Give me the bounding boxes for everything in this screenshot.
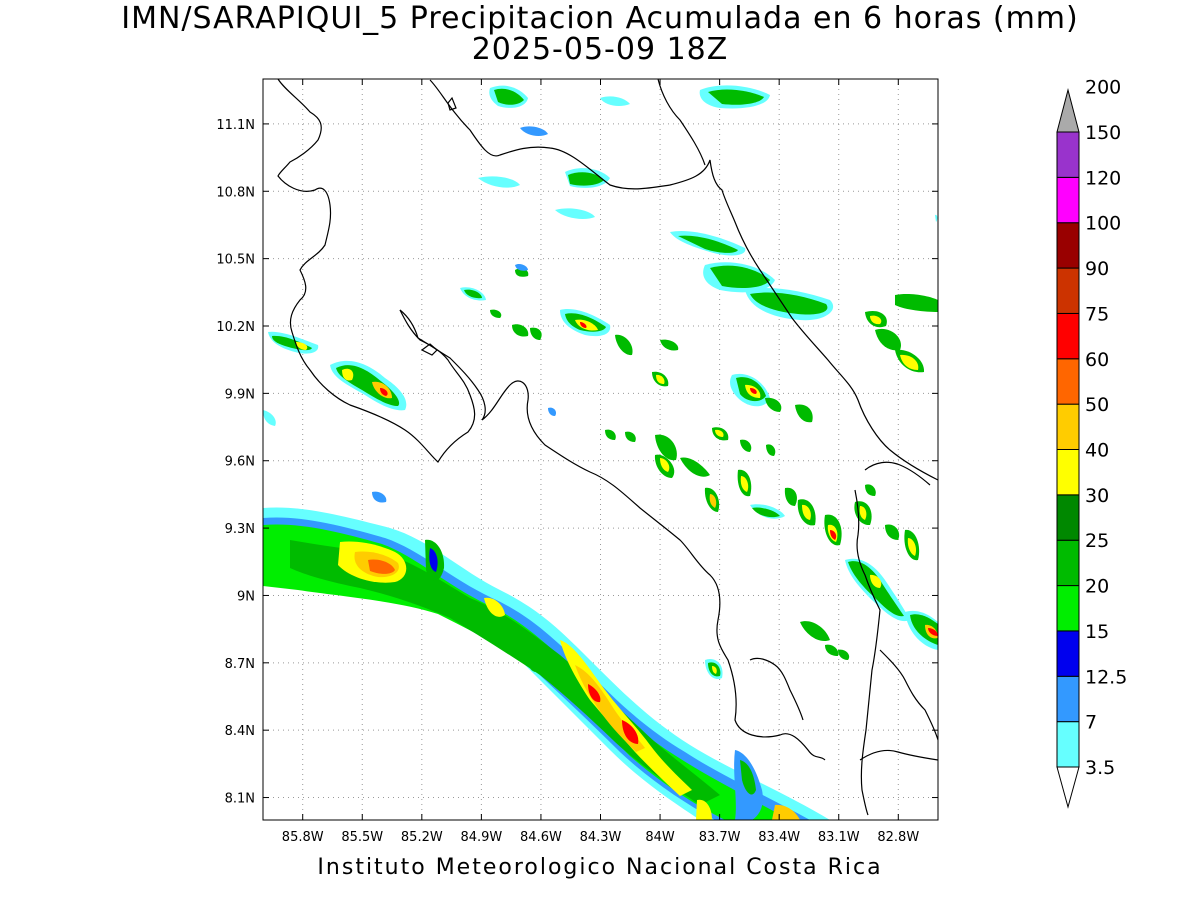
lon-tick-label: 84.3W: [580, 830, 622, 845]
map-datetime: 2025-05-09 18Z: [471, 32, 729, 67]
lat-tick-label: 9N: [237, 589, 255, 604]
lon-tick-label: 85.8W: [282, 830, 324, 845]
colorbar-swatch: [1056, 358, 1080, 405]
precipitation-colorbar: 3.5 7 12.5 15 20 25 30 40 50 60 75 90 100 120 150 200: [1056, 77, 1127, 809]
lat-tick-label: 10.8N: [216, 185, 255, 200]
colorbar-label: 60: [1085, 349, 1109, 371]
colorbar-label: 150: [1085, 122, 1121, 144]
colorbar-label: 15: [1085, 621, 1109, 643]
colorbar-swatch: [1056, 585, 1080, 632]
colorbar-label: 25: [1085, 530, 1109, 552]
lon-tick-label: 84.9W: [460, 830, 502, 845]
longitude-axis: 85.8W 85.5W 85.2W 84.9W 84.6W 84.3W 84W 83.7W 83…: [282, 79, 919, 845]
colorbar-swatch: [1056, 312, 1080, 360]
colorbar-swatch: [1056, 267, 1080, 314]
colorbar-swatch: [1056, 494, 1080, 541]
colorbar-below-min: [1056, 766, 1080, 809]
colorbar-label: 12.5: [1085, 666, 1127, 688]
lat-tick-label: 11.1N: [216, 118, 255, 133]
lon-tick-label: 84W: [645, 830, 675, 845]
colorbar-label: 100: [1085, 213, 1121, 235]
lat-tick-label: 9.6N: [225, 455, 255, 470]
lon-tick-label: 82.8W: [877, 830, 919, 845]
lat-tick-label: 9.9N: [225, 387, 255, 402]
footer-credit: Instituto Meteorologico Nacional Costa R…: [317, 855, 883, 880]
coastlines: [277, 79, 938, 816]
lat-tick-label: 10.2N: [216, 320, 255, 335]
colorbar-label: 120: [1085, 167, 1121, 189]
colorbar-label: 30: [1085, 485, 1109, 507]
colorbar-swatch: [1056, 403, 1080, 450]
colorbar-swatch: [1056, 131, 1080, 178]
colorbar-swatch: [1056, 449, 1080, 496]
rain-cells-north: [460, 85, 938, 373]
lon-tick-label: 85.5W: [341, 830, 383, 845]
lat-tick-label: 8.1N: [225, 792, 255, 807]
colorbar-label: 75: [1085, 303, 1109, 325]
colorbar-label: 90: [1085, 258, 1109, 280]
colorbar-swatch: [1056, 675, 1080, 723]
colorbar-above-max: [1056, 88, 1080, 133]
colorbar-label: 7: [1085, 712, 1097, 734]
lat-tick-label: 8.7N: [225, 657, 255, 672]
colorbar-label: 20: [1085, 576, 1109, 598]
lat-tick-label: 10.5N: [216, 253, 255, 268]
map-title: IMN/SARAPIQUI_5 Precipitacion Acumulada …: [121, 1, 1079, 36]
precipitation-field: [263, 79, 938, 820]
colorbar-swatch: [1056, 539, 1080, 587]
colorbar-swatch: [1056, 222, 1080, 269]
colorbar-label: 40: [1085, 440, 1109, 462]
colorbar-label: 50: [1085, 394, 1109, 416]
colorbar-swatch: [1056, 176, 1080, 224]
colorbar-label: 200: [1085, 77, 1121, 99]
lat-tick-label: 9.3N: [225, 522, 255, 537]
colorbar-swatch: [1056, 721, 1080, 768]
lon-tick-label: 83.1W: [818, 830, 860, 845]
lon-tick-label: 83.4W: [758, 830, 800, 845]
rain-cells-guanacaste: [263, 331, 407, 503]
colorbar-label: 3.5: [1085, 757, 1115, 779]
lon-tick-label: 84.6W: [520, 830, 562, 845]
lat-tick-label: 8.4N: [225, 724, 255, 739]
lon-tick-label: 85.2W: [401, 830, 443, 845]
latitude-axis: 11.1N 10.8N 10.5N 10.2N 9.9N 9.6N 9.3N 9N 8.7N 8.…: [216, 118, 938, 807]
rain-cells-caribbean: [548, 371, 938, 680]
lon-tick-label: 83.7W: [699, 830, 741, 845]
colorbar-swatch: [1056, 630, 1080, 677]
rain-band-pacific-south: [263, 507, 830, 820]
